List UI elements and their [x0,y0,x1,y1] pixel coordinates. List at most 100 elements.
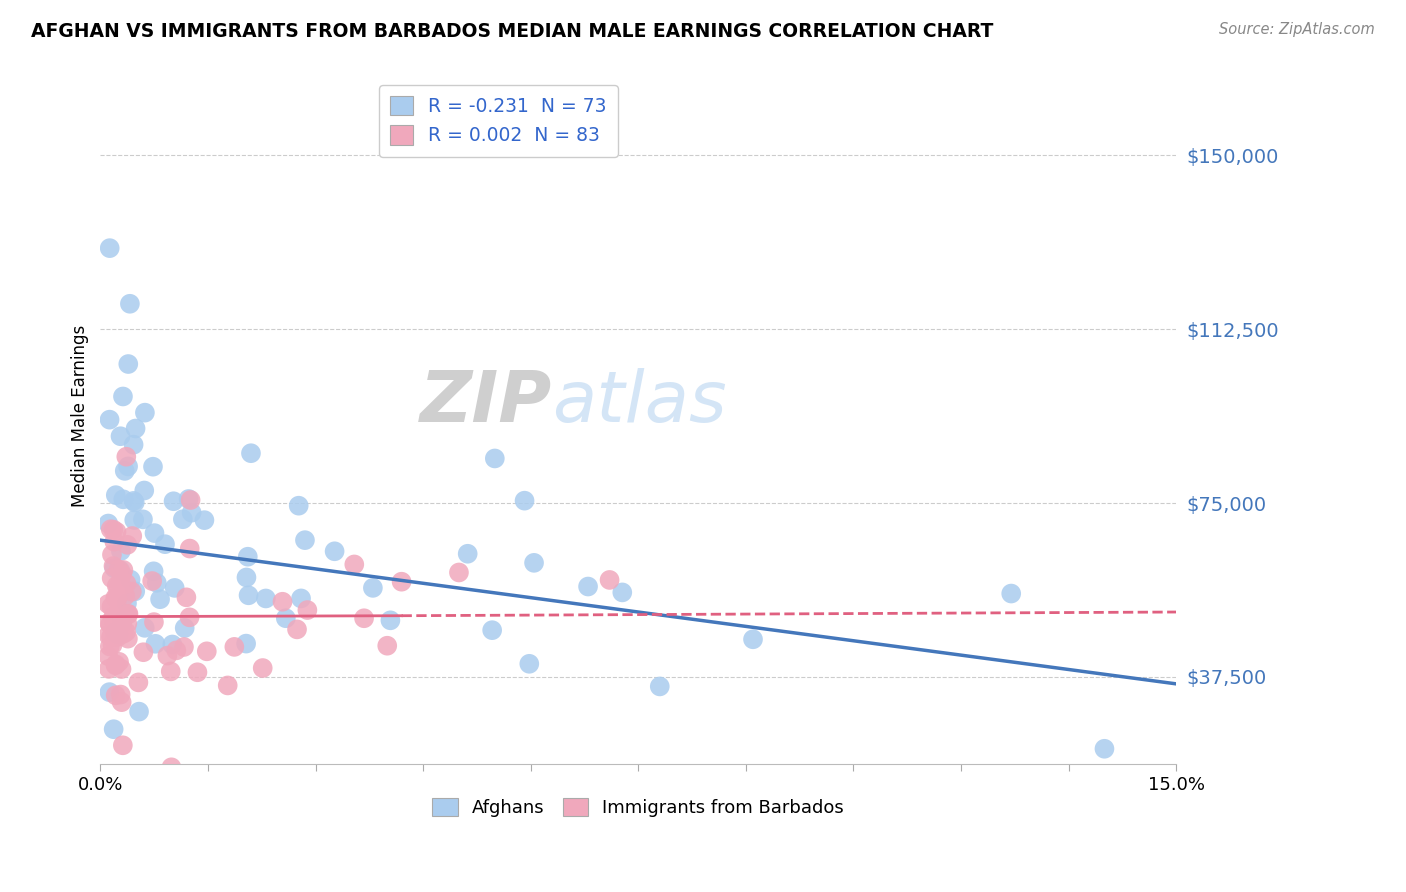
Point [134,621,156,635]
Point [124,421,146,435]
Point [115,624,138,639]
Point [107,627,129,641]
Point [98,685,121,699]
Point [101,548,124,562]
Point [97,662,120,676]
Point [104,630,127,644]
Point [108,655,131,669]
Point [103,610,125,624]
Point [104,658,127,673]
Point [287,499,309,513]
Point [380,613,402,627]
Point [236,549,259,564]
Point [112,492,135,507]
Point [271,595,294,609]
Point [648,680,671,694]
Point [98,617,121,632]
Point [97,516,120,531]
Point [101,638,124,652]
Point [97,649,120,664]
Point [141,574,163,588]
Point [115,576,138,591]
Point [122,438,145,452]
Point [375,639,398,653]
Point [111,616,134,631]
Point [162,638,184,652]
Point [103,534,125,549]
Text: atlas: atlas [553,368,727,437]
Point [117,632,139,646]
Point [105,524,128,539]
Point [100,522,122,536]
Point [481,623,503,637]
Point [107,630,129,644]
Point [108,563,131,577]
Point [104,625,127,640]
Point [112,611,135,625]
Point [343,558,366,572]
Point [457,547,479,561]
Point [391,574,413,589]
Point [217,678,239,692]
Point [117,607,139,621]
Point [100,571,122,585]
Point [159,665,181,679]
Y-axis label: Median Male Earnings: Median Male Earnings [72,325,89,508]
Point [172,512,194,526]
Text: Source: ZipAtlas.com: Source: ZipAtlas.com [1219,22,1375,37]
Point [97,597,120,611]
Point [132,645,155,659]
Point [120,573,142,587]
Point [117,538,139,552]
Point [107,563,129,577]
Point [105,579,128,593]
Point [121,584,143,599]
Point [110,609,132,624]
Point [235,637,257,651]
Point [110,688,132,702]
Text: ZIP: ZIP [420,368,553,437]
Point [274,611,297,625]
Point [176,591,198,605]
Point [100,630,122,644]
Point [104,488,127,502]
Point [143,526,166,541]
Point [107,581,129,595]
Point [146,575,169,590]
Point [165,643,187,657]
Point [118,297,141,311]
Point [98,412,121,426]
Point [103,613,125,627]
Point [162,494,184,508]
Point [285,623,308,637]
Point [98,615,121,630]
Point [111,739,134,753]
Point [105,592,128,607]
Point [134,483,156,498]
Text: AFGHAN VS IMMIGRANTS FROM BARBADOS MEDIAN MALE EARNINGS CORRELATION CHART: AFGHAN VS IMMIGRANTS FROM BARBADOS MEDIA… [31,22,993,41]
Point [179,610,201,624]
Point [254,591,277,606]
Point [127,675,149,690]
Point [103,723,125,737]
Point [110,544,132,558]
Point [104,657,127,672]
Point [111,622,134,636]
Point [115,607,138,622]
Point [195,644,218,658]
Point [163,581,186,595]
Point [98,241,121,255]
Point [297,603,319,617]
Point [128,705,150,719]
Legend: Afghans, Immigrants from Barbados: Afghans, Immigrants from Barbados [425,790,852,824]
Point [122,494,145,508]
Point [153,537,176,551]
Point [103,559,125,574]
Point [112,563,135,577]
Point [156,648,179,663]
Point [114,589,136,603]
Point [104,689,127,703]
Point [353,611,375,625]
Point [114,464,136,478]
Point [111,389,134,403]
